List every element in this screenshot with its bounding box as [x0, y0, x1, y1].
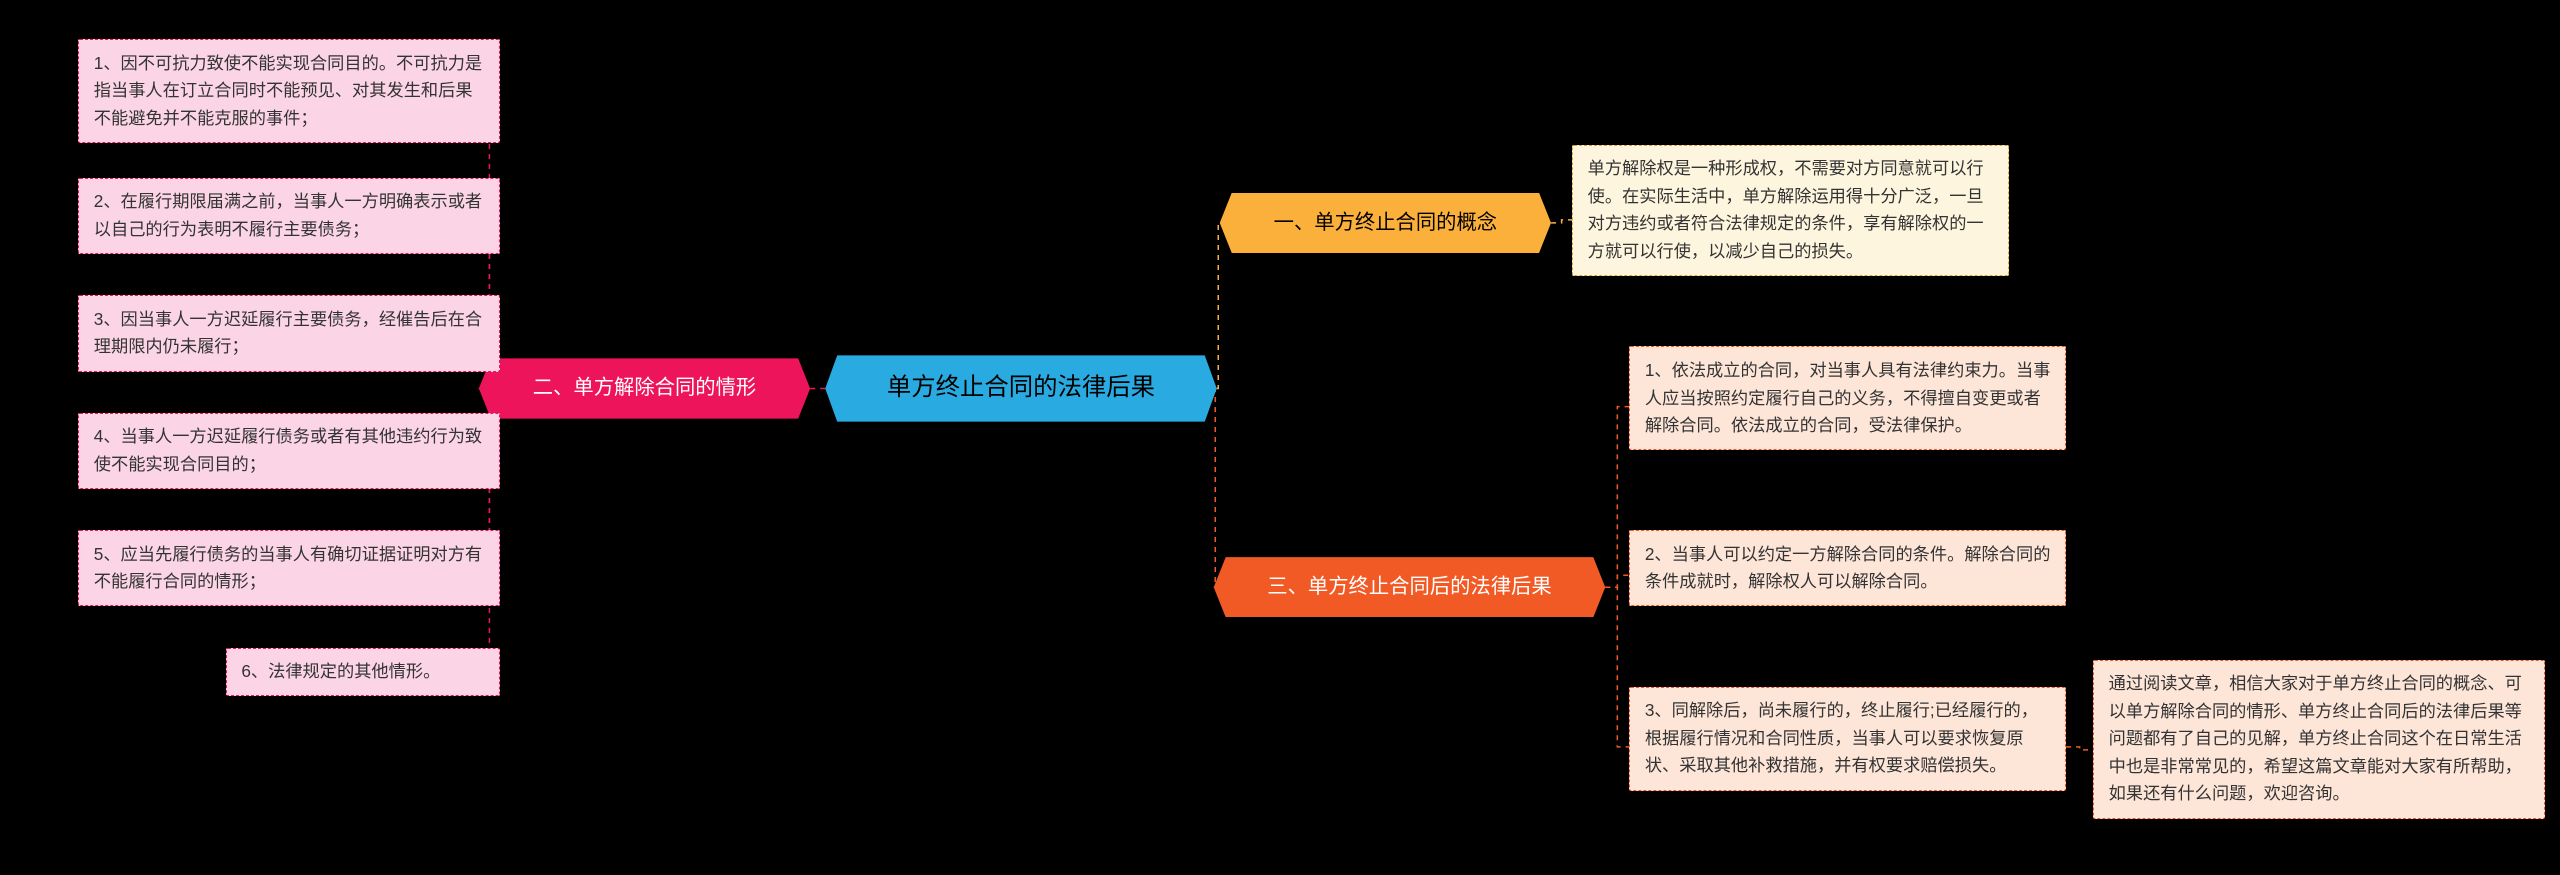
- branch-pink: 二、单方解除合同的情形: [479, 358, 810, 418]
- pink-leaf-4: 5、应当先履行债务的当事人有确切证据证明对方有不能履行合同的情形；: [78, 530, 500, 606]
- orange-leaf-2-child: 通过阅读文章，相信大家对于单方终止合同的概念、可以单方解除合同的情形、单方终止合…: [2093, 660, 2545, 819]
- orange-leaf-0: 1、依法成立的合同，对当事人具有法律约束力。当事人应当按照约定履行自己的义务，不…: [1629, 346, 2066, 450]
- pink-leaf-0: 1、因不可抗力致使不能实现合同目的。不可抗力是指当事人在订立合同时不能预见、对其…: [78, 39, 500, 143]
- orange-leaf-1: 2、当事人可以约定一方解除合同的条件。解除合同的条件成就时，解除权人可以解除合同…: [1629, 530, 2066, 606]
- yellow-leaf-0: 单方解除权是一种形成权，不需要对方同意就可以行使。在实际生活中，单方解除运用得十…: [1572, 145, 2009, 277]
- pink-leaf-3: 4、当事人一方迟延履行债务或者有其他违约行为致使不能实现合同目的；: [78, 413, 500, 489]
- pink-leaf-1: 2、在履行期限届满之前，当事人一方明确表示或者以自己的行为表明不履行主要债务；: [78, 178, 500, 254]
- pink-leaf-5: 6、法律规定的其他情形。: [226, 648, 500, 697]
- center-node: 单方终止合同的法律后果: [825, 355, 1217, 421]
- branch-orange: 三、单方终止合同后的法律后果: [1214, 557, 1606, 617]
- pink-leaf-2: 3、因当事人一方迟延履行主要债务，经催告后在合理期限内仍未履行；: [78, 295, 500, 371]
- branch-yellow: 一、单方终止合同的概念: [1220, 193, 1551, 253]
- orange-leaf-2: 3、同解除后，尚未履行的，终止履行;已经履行的，根据履行情况和合同性质，当事人可…: [1629, 687, 2066, 791]
